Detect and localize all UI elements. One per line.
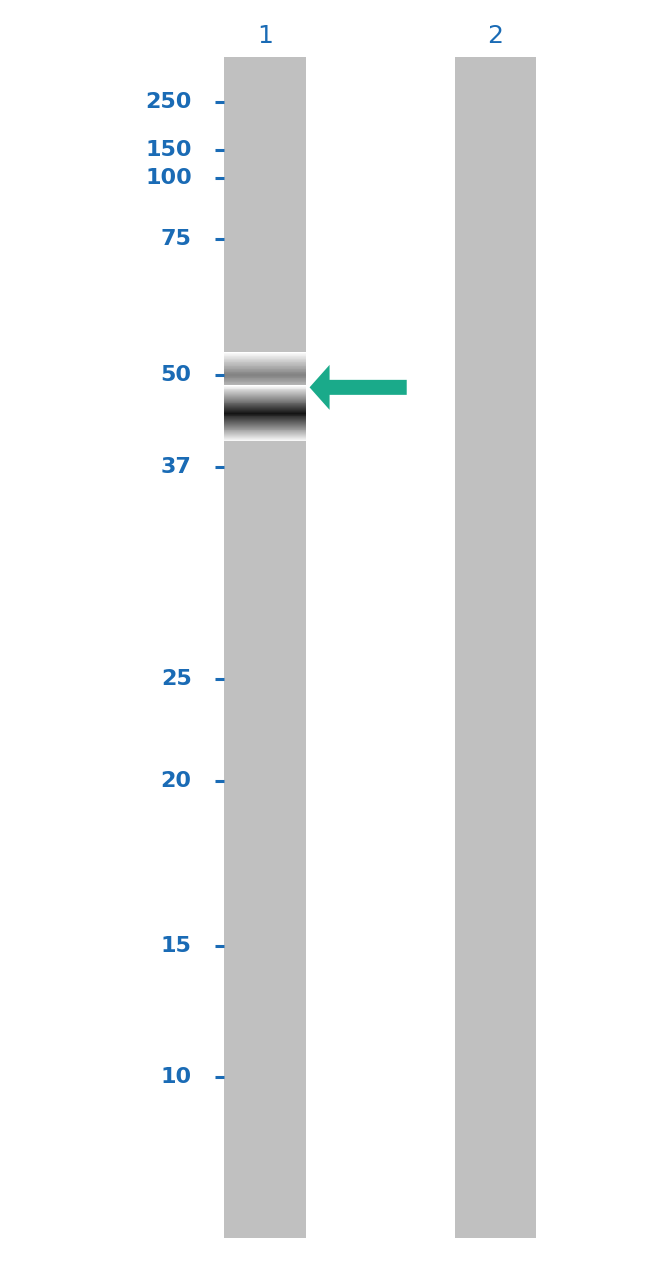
- Text: 2: 2: [488, 24, 503, 47]
- Text: 1: 1: [257, 24, 273, 47]
- Bar: [224, 57, 306, 1238]
- Text: 15: 15: [161, 936, 192, 956]
- Text: 37: 37: [161, 457, 192, 478]
- Text: 25: 25: [161, 669, 192, 690]
- Text: 10: 10: [161, 1067, 192, 1087]
- Text: 100: 100: [145, 168, 192, 188]
- Text: 250: 250: [146, 91, 192, 112]
- Text: 150: 150: [145, 140, 192, 160]
- Text: 50: 50: [161, 364, 192, 385]
- Text: 20: 20: [161, 771, 192, 791]
- Bar: [455, 57, 536, 1238]
- Text: 75: 75: [161, 229, 192, 249]
